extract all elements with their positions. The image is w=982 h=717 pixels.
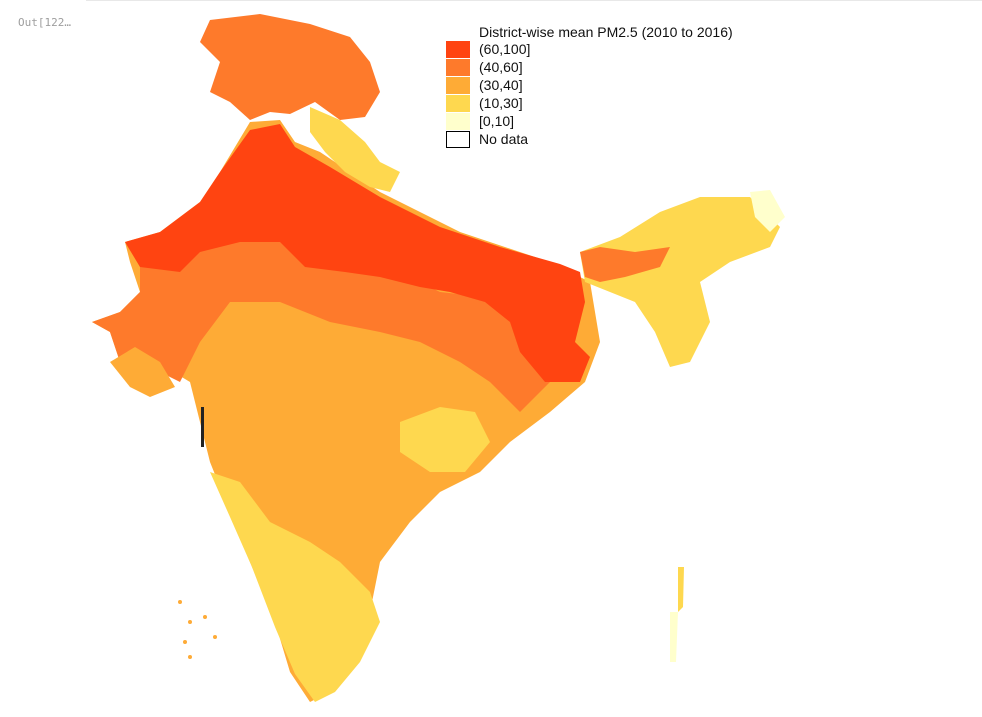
legend-item: [0,10]: [446, 112, 733, 130]
legend-item: (60,100]: [446, 40, 733, 58]
map-legend: District-wise mean PM2.5 (2010 to 2016) …: [446, 24, 733, 148]
region-northeast-tip-010: [750, 190, 785, 232]
legend-label: (30,40]: [479, 76, 523, 93]
region-assam-4060: [580, 247, 670, 282]
cell-top-rule: [86, 0, 982, 1]
region-south-1030: [210, 472, 380, 702]
region-lakshadweep-2: [188, 620, 192, 624]
region-gujarat-3040: [110, 347, 175, 397]
legend-swatch: [446, 76, 470, 94]
legend-swatch: [446, 112, 470, 130]
legend-label: [0,10]: [479, 112, 515, 129]
legend-label: (10,30]: [479, 94, 523, 111]
region-gangetic-60100: [125, 124, 590, 382]
region-north-4060: [200, 14, 380, 120]
legend-item: (40,60]: [446, 58, 733, 76]
region-lakshadweep-1: [178, 600, 182, 604]
region-lakshadweep-5: [213, 635, 217, 639]
legend-item: (10,30]: [446, 94, 733, 112]
region-no-data: [201, 407, 204, 447]
legend-title: District-wise mean PM2.5 (2010 to 2016): [479, 24, 733, 40]
region-andaman-1030: [678, 567, 684, 612]
region-andaman-010: [670, 612, 678, 662]
legend-swatch: [446, 94, 470, 112]
region-lakshadweep-3: [203, 615, 207, 619]
choropleth-map: [80, 2, 810, 714]
region-northeast-1030: [580, 197, 780, 367]
legend-swatch: [446, 58, 470, 76]
region-lakshadweep-4: [183, 640, 187, 644]
region-himalaya-1030: [310, 107, 400, 192]
legend-swatch-no-data: [446, 130, 470, 148]
region-east-plateau-1030: [400, 407, 490, 472]
india-map-svg: [92, 14, 785, 702]
legend-label: (60,100]: [479, 40, 531, 57]
region-central-4060: [92, 222, 570, 412]
legend-label: No data: [479, 130, 529, 147]
output-prompt: Out[122…: [18, 16, 71, 29]
legend-item: (30,40]: [446, 76, 733, 94]
legend-label: (40,60]: [479, 58, 523, 75]
legend-item: No data: [446, 130, 733, 148]
legend-swatch: [446, 40, 470, 58]
region-lakshadweep-6: [188, 655, 192, 659]
